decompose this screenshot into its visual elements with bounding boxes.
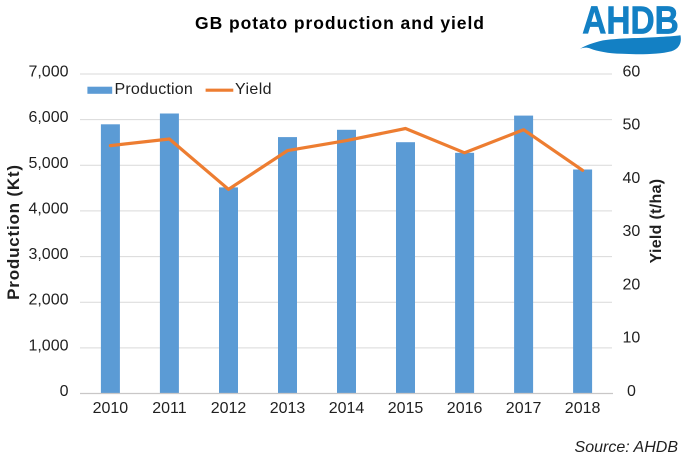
svg-text:0: 0 (60, 383, 69, 400)
svg-text:30: 30 (623, 223, 641, 240)
svg-text:20: 20 (623, 277, 641, 294)
svg-text:1,000: 1,000 (28, 337, 68, 354)
svg-text:AHDB: AHDB (582, 0, 679, 43)
svg-text:2018: 2018 (565, 400, 601, 417)
svg-text:Yield (t/ha): Yield (t/ha) (648, 179, 665, 264)
svg-text:2011: 2011 (152, 400, 187, 417)
svg-text:2,000: 2,000 (28, 292, 68, 309)
svg-text:40: 40 (623, 170, 641, 187)
svg-text:Production (Kt): Production (Kt) (4, 164, 23, 300)
svg-text:GB potato production and yield: GB potato production and yield (195, 13, 484, 33)
svg-text:Production: Production (115, 81, 194, 98)
svg-text:2010: 2010 (93, 400, 129, 417)
svg-text:7,000: 7,000 (28, 64, 68, 81)
svg-text:4,000: 4,000 (28, 200, 68, 217)
svg-text:0: 0 (627, 383, 636, 400)
svg-text:3,000: 3,000 (28, 246, 68, 263)
svg-text:2017: 2017 (506, 400, 542, 417)
svg-text:2012: 2012 (211, 400, 247, 417)
svg-text:5,000: 5,000 (28, 155, 68, 172)
svg-text:2014: 2014 (329, 400, 365, 417)
svg-text:50: 50 (623, 117, 641, 134)
svg-text:Yield: Yield (235, 81, 272, 98)
svg-text:2013: 2013 (270, 400, 306, 417)
svg-text:2015: 2015 (388, 400, 424, 417)
svg-text:2016: 2016 (447, 400, 483, 417)
svg-text:10: 10 (623, 330, 641, 347)
svg-text:Source: AHDB: Source: AHDB (575, 439, 679, 456)
svg-text:6,000: 6,000 (28, 109, 68, 126)
svg-text:60: 60 (623, 64, 641, 81)
